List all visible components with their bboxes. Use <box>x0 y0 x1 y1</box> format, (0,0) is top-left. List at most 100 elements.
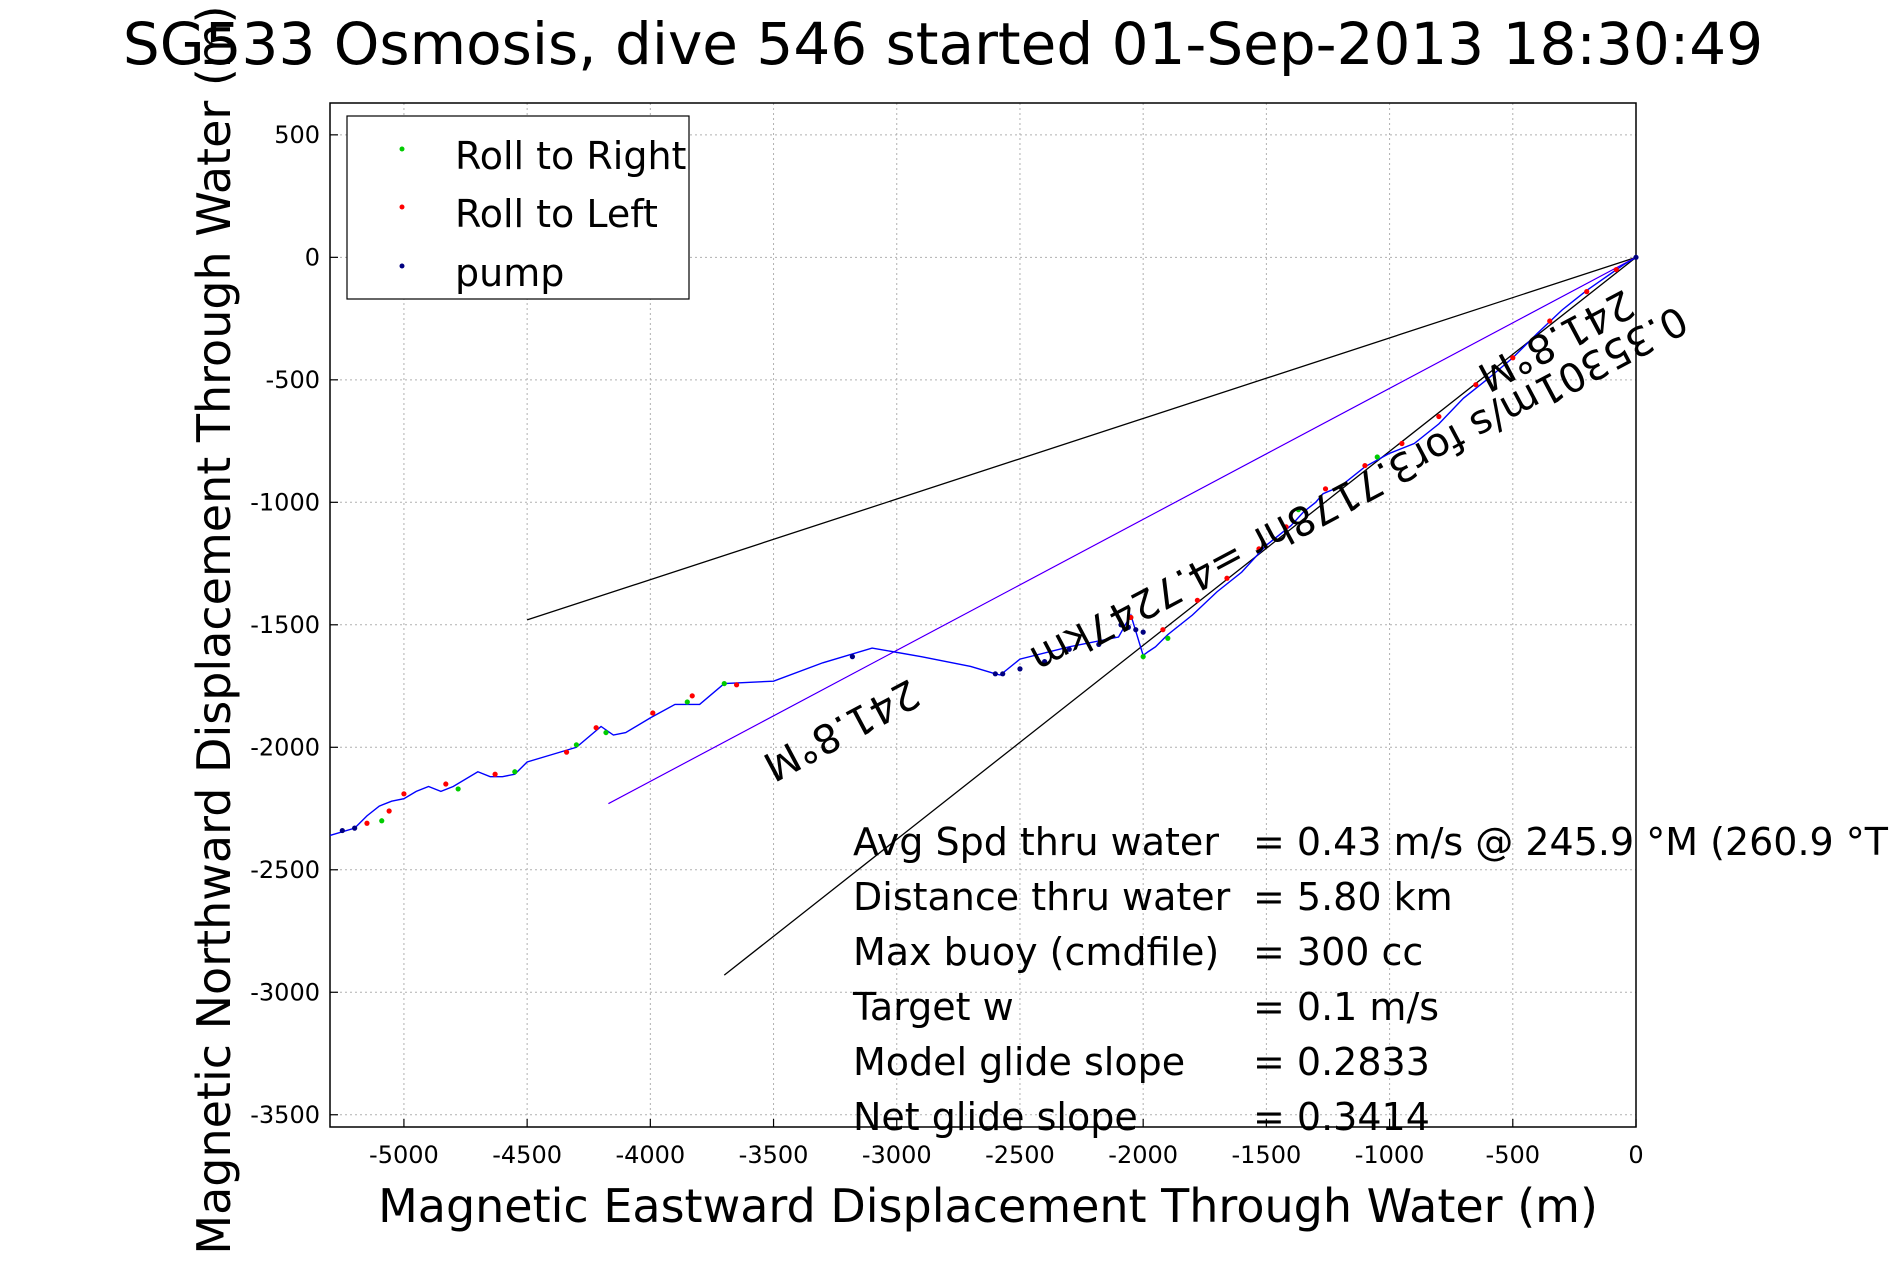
stat-label: Model glide slope <box>853 1040 1185 1084</box>
x-tick-label: -3000 <box>862 1141 932 1169</box>
stat-value: = 300 cc <box>1253 930 1423 974</box>
stat-value: = 0.2833 <box>1253 1040 1430 1084</box>
pump-point <box>1118 622 1124 628</box>
legend-label-roll-right: Roll to Right <box>455 134 686 178</box>
roll-right-point <box>1165 635 1171 641</box>
legend: Roll to Right Roll to Left pump <box>346 115 690 300</box>
roll-left-point <box>364 820 370 826</box>
roll-left-point <box>563 749 570 755</box>
legend-marker-pump <box>399 263 405 269</box>
stat-value: = 0.43 m/s @ 245.9 °M (260.9 °T) <box>1253 820 1891 864</box>
stat-value: = 0.1 m/s <box>1253 985 1439 1029</box>
legend-marker-roll-right <box>399 146 405 152</box>
y-tick-label: 0 <box>305 243 320 271</box>
roll-left-point <box>1584 289 1590 295</box>
markers <box>339 254 1639 834</box>
legend-label-roll-left: Roll to Left <box>455 192 658 236</box>
x-tick-label: 0 <box>1628 1141 1643 1169</box>
roll-left-point <box>1436 413 1442 420</box>
chart-title: SG533 Osmosis, dive 546 started 01-Sep-2… <box>123 10 1763 78</box>
roll-left-point <box>1399 440 1405 447</box>
y-tick-label: 500 <box>274 121 320 149</box>
pump-point <box>1633 254 1639 260</box>
pump-point <box>1000 671 1006 677</box>
pump-point <box>339 827 345 834</box>
x-tick-label: -1000 <box>1355 1141 1425 1169</box>
pump-point <box>1017 666 1023 672</box>
stat-value: = 5.80 km <box>1253 875 1453 919</box>
roll-right-point <box>1140 654 1146 660</box>
roll-left-point <box>1160 627 1166 633</box>
roll-left-point <box>650 710 656 716</box>
y-tick-label: -2000 <box>250 733 320 761</box>
y-tick-label: -1500 <box>250 611 320 639</box>
stat-label: Avg Spd thru water <box>853 820 1219 864</box>
y-tick-label: -3000 <box>250 978 320 1006</box>
roll-left-point <box>1362 462 1368 469</box>
roll-left-point <box>443 781 449 787</box>
pump-point <box>992 671 998 677</box>
guide-line-3 <box>608 256 1637 804</box>
stat-label: Max buoy (cmdfile) <box>853 930 1219 974</box>
roll-right-point <box>721 680 727 687</box>
guide-line-0 <box>526 256 1637 621</box>
y-tick-label: -500 <box>266 366 320 394</box>
pump-point <box>1042 658 1048 665</box>
stats-block: Avg Spd thru water = 0.43 m/s @ 245.9 °M… <box>852 820 1891 1139</box>
pump-point <box>1140 629 1146 635</box>
roll-right-point <box>512 769 518 775</box>
x-tick-label: -3500 <box>739 1141 809 1169</box>
roll-right-point <box>455 786 461 792</box>
stat-value: = 0.3414 <box>1253 1095 1430 1139</box>
roll-left-point <box>386 808 392 814</box>
roll-right-point <box>1374 454 1380 460</box>
x-tick-label: -1500 <box>1232 1141 1302 1169</box>
roll-left-point <box>1510 355 1516 361</box>
y-tick-label: -3500 <box>250 1101 320 1129</box>
stat-label: Net glide slope <box>853 1095 1138 1139</box>
roll-right-point <box>573 742 580 748</box>
roll-left-point <box>1547 318 1553 324</box>
roll-left-point <box>1613 266 1619 273</box>
pump-point <box>352 825 358 831</box>
roll-left-point <box>1283 524 1289 530</box>
legend-label-pump: pump <box>455 251 564 295</box>
roll-left-point <box>1473 382 1479 388</box>
roll-left-point <box>1322 486 1329 492</box>
x-tick-label: -2000 <box>1108 1141 1178 1169</box>
pump-point <box>849 654 856 660</box>
roll-left-point <box>1128 614 1134 621</box>
track-line <box>329 256 1637 837</box>
stat-label: Target w <box>852 985 1014 1029</box>
pump-point <box>1066 646 1072 652</box>
roll-right-point <box>684 699 690 705</box>
y-axis-ticks: 500 0 -500 -1000 -1500 -2000 -2500 -3000 -3500 <box>250 121 338 1129</box>
roll-left-point <box>689 693 695 699</box>
x-tick-label: -5000 <box>369 1141 439 1169</box>
roll-left-point <box>593 725 599 731</box>
x-tick-label: -4500 <box>492 1141 562 1169</box>
x-tick-label: -4000 <box>615 1141 685 1169</box>
roll-right-point <box>603 729 609 736</box>
stat-label: Distance thru water <box>853 875 1231 919</box>
x-tick-label: -2500 <box>985 1141 1055 1169</box>
roll-left-point <box>1256 546 1262 552</box>
pump-point <box>1096 641 1102 647</box>
roll-left-point <box>492 771 498 777</box>
x-tick-label: -500 <box>1486 1141 1540 1169</box>
roll-right-point <box>379 818 385 824</box>
y-axis-label: Magnetic Northward Displacement Through … <box>187 5 241 1254</box>
roll-right-point <box>1295 507 1302 513</box>
y-tick-label: -1000 <box>250 488 320 516</box>
guide-line-1 <box>723 256 1637 976</box>
x-axis-label: Magnetic Eastward Displacement Through W… <box>378 1179 1598 1233</box>
roll-left-point <box>401 791 407 797</box>
roll-left-point <box>733 682 740 688</box>
dive-track <box>329 256 1637 837</box>
plot-area <box>329 102 1637 1128</box>
pump-point <box>1125 624 1131 630</box>
guide-lines <box>526 256 1637 976</box>
roll-left-point <box>1224 575 1230 581</box>
